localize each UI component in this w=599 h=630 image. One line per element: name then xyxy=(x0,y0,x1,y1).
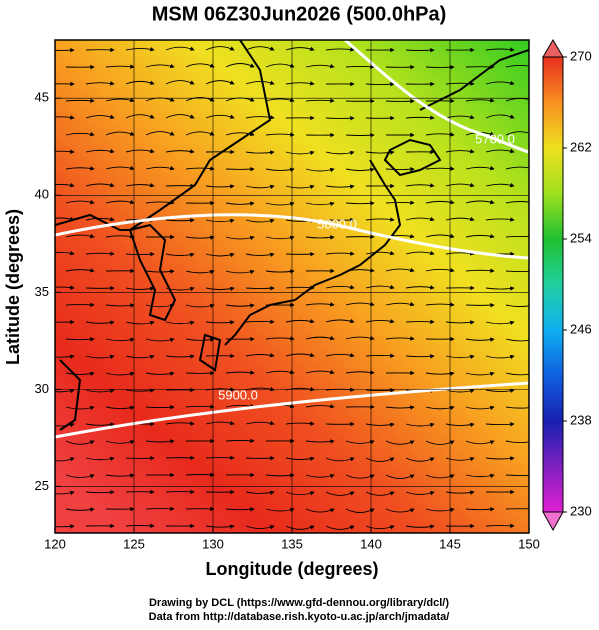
footer-line: Data from http://database.rish.kyoto-u.a… xyxy=(149,611,450,623)
colorbar-tick-label: 262 xyxy=(570,139,592,154)
colorbar-extend-top xyxy=(543,40,563,57)
y-tick-label: 35 xyxy=(35,284,49,299)
y-tick-label: 45 xyxy=(35,90,49,105)
x-tick-label: 140 xyxy=(360,536,382,551)
colorbar-tick-label: 254 xyxy=(570,230,592,245)
y-tick-label: 30 xyxy=(35,381,49,396)
contour-label: 5700.0 xyxy=(475,131,515,146)
title: MSM 06Z30Jun2026 (500.0hPa) xyxy=(152,3,447,25)
colorbar-tick-label: 238 xyxy=(570,412,592,427)
contour-label: 5900.0 xyxy=(218,387,258,402)
colorbar-ticks: 230 238 246 254 262 270 xyxy=(563,48,592,518)
x-tick-label: 150 xyxy=(518,536,540,551)
x-tick-label: 120 xyxy=(44,536,66,551)
colorbar-tick-label: 270 xyxy=(570,48,592,63)
footer-line: Drawing by DCL (https://www.gfd-dennou.o… xyxy=(149,597,449,609)
streamline xyxy=(366,390,394,391)
colorbar-extend-bottom xyxy=(543,512,563,530)
colorbar-tick-label: 230 xyxy=(570,503,592,518)
plot-area: 5900.0 5800.0 5700.0 xyxy=(46,40,534,533)
x-tick-label: 125 xyxy=(123,536,145,551)
colorbar-tick-label: 246 xyxy=(570,321,592,336)
contour-label: 5800.0 xyxy=(317,216,357,231)
y-tick-label: 25 xyxy=(35,478,49,493)
x-tick-label: 145 xyxy=(439,536,461,551)
x-tick-label: 135 xyxy=(281,536,303,551)
colorbar: 230 238 246 254 262 270 xyxy=(543,40,592,530)
y-axis-label: Latitude (degrees) xyxy=(3,209,23,365)
x-axis-label: Longitude (degrees) xyxy=(205,559,378,579)
y-tick-label: 40 xyxy=(35,187,49,202)
colorbar-bar xyxy=(543,57,563,512)
x-tick-label: 130 xyxy=(202,536,224,551)
